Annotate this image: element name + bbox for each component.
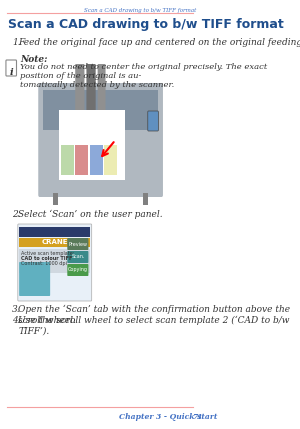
Text: Select ‘Scan’ on the user panel.: Select ‘Scan’ on the user panel. bbox=[19, 210, 163, 219]
Text: 71: 71 bbox=[193, 413, 203, 421]
Text: Contrast: 1000 dpi: Contrast: 1000 dpi bbox=[21, 261, 67, 266]
Bar bbox=[53, 193, 58, 205]
Text: Active scan template:: Active scan template: bbox=[21, 251, 74, 256]
Bar bbox=[61, 145, 74, 175]
Text: 1.: 1. bbox=[12, 38, 20, 47]
Bar bbox=[19, 227, 90, 237]
Bar bbox=[43, 90, 158, 130]
Text: Scan a CAD drawing to b/w TIFF format: Scan a CAD drawing to b/w TIFF format bbox=[84, 8, 196, 13]
Text: CAD to colour TIFF: CAD to colour TIFF bbox=[21, 256, 73, 261]
Bar bbox=[104, 145, 117, 175]
Text: Preview: Preview bbox=[68, 242, 87, 247]
Bar bbox=[90, 145, 103, 175]
FancyBboxPatch shape bbox=[86, 64, 96, 121]
Text: Note:: Note: bbox=[20, 55, 47, 64]
Text: Scan a CAD drawing to b/w TIFF format: Scan a CAD drawing to b/w TIFF format bbox=[8, 18, 284, 31]
Text: Feed the original face up and centered on the original feeding table.: Feed the original face up and centered o… bbox=[19, 38, 300, 47]
FancyBboxPatch shape bbox=[6, 60, 16, 76]
FancyBboxPatch shape bbox=[18, 224, 92, 301]
FancyBboxPatch shape bbox=[75, 64, 84, 116]
FancyBboxPatch shape bbox=[38, 83, 163, 197]
FancyBboxPatch shape bbox=[67, 264, 88, 276]
FancyBboxPatch shape bbox=[67, 238, 88, 250]
Text: 3.: 3. bbox=[12, 305, 20, 314]
Text: Use the scroll wheel to select scan template 2 (‘CAD to b/w TIFF’).: Use the scroll wheel to select scan temp… bbox=[19, 316, 290, 336]
Text: Chapter 3 - Quick start: Chapter 3 - Quick start bbox=[119, 413, 217, 421]
Bar bbox=[19, 238, 90, 247]
Text: 4.: 4. bbox=[12, 316, 20, 325]
FancyBboxPatch shape bbox=[98, 64, 106, 114]
Text: Copying: Copying bbox=[68, 268, 88, 272]
Text: 2.: 2. bbox=[12, 210, 20, 219]
Bar bbox=[75, 145, 88, 175]
FancyBboxPatch shape bbox=[67, 251, 88, 263]
Text: CRANE: CRANE bbox=[41, 239, 68, 245]
FancyBboxPatch shape bbox=[148, 111, 158, 131]
Text: Open the ‘Scan’ tab with the confirmation button above the scroll wheel.: Open the ‘Scan’ tab with the confirmatio… bbox=[19, 305, 291, 325]
Bar bbox=[59, 110, 125, 180]
Text: i: i bbox=[9, 68, 13, 77]
FancyBboxPatch shape bbox=[19, 262, 50, 296]
Text: Scan.: Scan. bbox=[71, 254, 85, 260]
Text: You do not need to center the original precisely. The exact position of the orig: You do not need to center the original p… bbox=[20, 63, 267, 89]
Bar bbox=[143, 193, 148, 205]
Bar bbox=[19, 249, 90, 273]
